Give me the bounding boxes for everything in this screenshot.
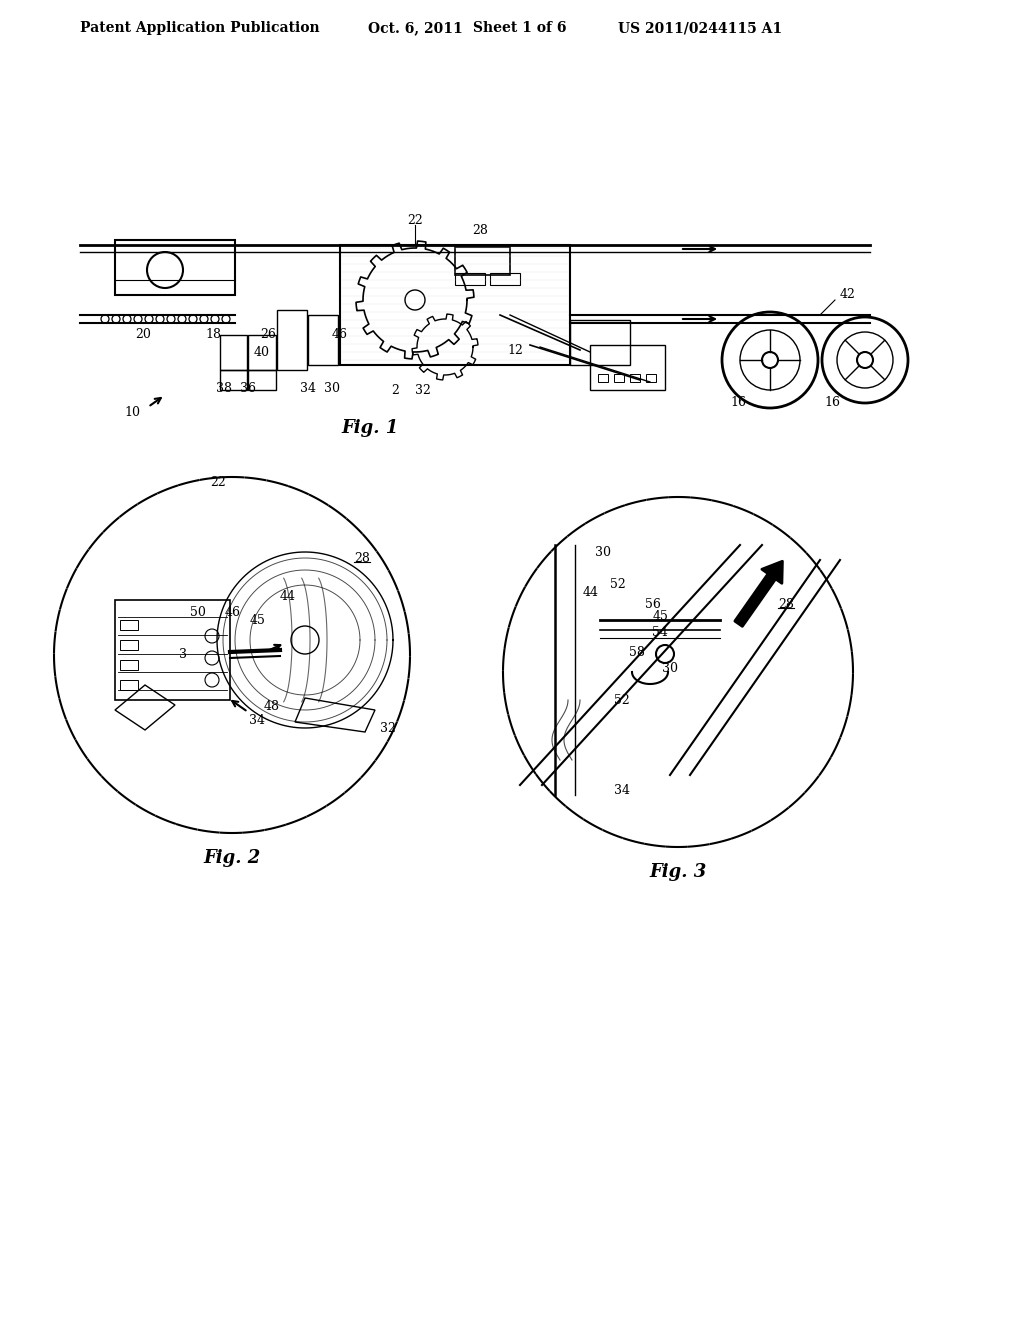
Text: 10: 10 xyxy=(124,405,140,418)
Text: Patent Application Publication: Patent Application Publication xyxy=(80,21,319,36)
Text: 44: 44 xyxy=(280,590,296,602)
Bar xyxy=(120,640,138,649)
Bar xyxy=(308,315,338,366)
Text: 28: 28 xyxy=(472,223,488,236)
Text: 56: 56 xyxy=(645,598,660,611)
Text: 52: 52 xyxy=(614,693,630,706)
Bar xyxy=(570,319,630,366)
Text: 30: 30 xyxy=(595,545,611,558)
Text: 40: 40 xyxy=(254,346,270,359)
Bar xyxy=(455,247,510,275)
Text: 32: 32 xyxy=(415,384,431,396)
Bar xyxy=(120,660,138,671)
Bar xyxy=(115,240,234,294)
Bar xyxy=(115,601,230,700)
Bar xyxy=(220,335,247,370)
Bar xyxy=(455,273,485,285)
Bar xyxy=(490,273,520,285)
Text: 28: 28 xyxy=(354,552,370,565)
Bar xyxy=(646,374,656,381)
Text: 34: 34 xyxy=(300,381,316,395)
Text: 16: 16 xyxy=(824,396,840,408)
Text: Fig. 3: Fig. 3 xyxy=(649,863,707,880)
Text: 2: 2 xyxy=(391,384,399,396)
Text: 22: 22 xyxy=(408,214,423,227)
Text: Fig. 1: Fig. 1 xyxy=(341,418,398,437)
Text: 42: 42 xyxy=(840,289,856,301)
Text: 32: 32 xyxy=(380,722,396,734)
Text: 30: 30 xyxy=(324,381,340,395)
Text: 34: 34 xyxy=(614,784,630,796)
Bar xyxy=(340,246,570,366)
Bar xyxy=(248,370,276,389)
Bar xyxy=(590,345,665,389)
Bar xyxy=(248,335,276,370)
Text: 58: 58 xyxy=(629,645,645,659)
Text: 50: 50 xyxy=(190,606,206,619)
Bar xyxy=(278,310,307,370)
Text: 34: 34 xyxy=(249,714,265,726)
Bar xyxy=(220,370,247,389)
Text: Oct. 6, 2011: Oct. 6, 2011 xyxy=(368,21,463,36)
Bar xyxy=(614,374,624,381)
Text: 16: 16 xyxy=(730,396,746,408)
Bar xyxy=(120,620,138,630)
Text: 52: 52 xyxy=(610,578,626,591)
Text: Sheet 1 of 6: Sheet 1 of 6 xyxy=(473,21,566,36)
Text: 46: 46 xyxy=(332,329,348,342)
Text: 44: 44 xyxy=(583,586,599,598)
Text: 3: 3 xyxy=(179,648,187,661)
Bar xyxy=(630,374,640,381)
Text: 36: 36 xyxy=(240,381,256,395)
Bar xyxy=(598,374,608,381)
Text: 38: 38 xyxy=(216,381,232,395)
Text: 12: 12 xyxy=(507,343,523,356)
Text: 48: 48 xyxy=(264,700,280,713)
Text: 45: 45 xyxy=(653,610,669,623)
Bar xyxy=(120,680,138,690)
Text: 28: 28 xyxy=(778,598,794,610)
Text: US 2011/0244115 A1: US 2011/0244115 A1 xyxy=(617,21,782,36)
Text: 26: 26 xyxy=(260,329,275,342)
Text: 30: 30 xyxy=(662,661,678,675)
Text: Fig. 2: Fig. 2 xyxy=(204,849,261,867)
Text: 45: 45 xyxy=(250,614,266,627)
Text: 22: 22 xyxy=(210,475,226,488)
Text: 20: 20 xyxy=(135,329,151,342)
Text: 46: 46 xyxy=(225,606,241,619)
Text: 18: 18 xyxy=(205,329,221,342)
Text: 54: 54 xyxy=(652,626,668,639)
